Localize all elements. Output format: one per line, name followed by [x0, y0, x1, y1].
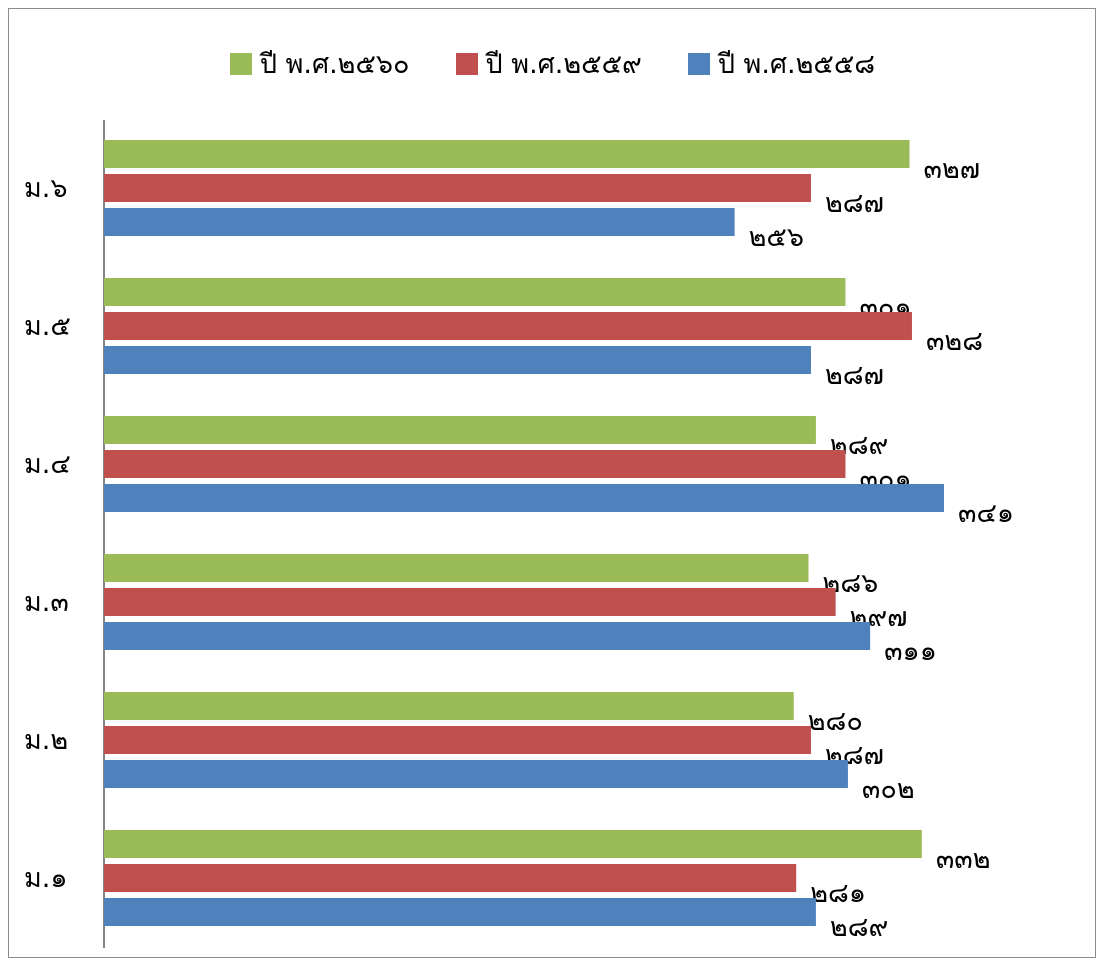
data-label: ๓๐๒: [862, 774, 915, 805]
legend-swatch-2559: [455, 52, 478, 75]
bar: [104, 140, 910, 168]
legend-item-2558: ปี พ.ศ.๒๕๕๘: [687, 42, 876, 85]
data-label: ๓๔๑: [958, 498, 1014, 529]
legend-item-2559: ปี พ.ศ.๒๕๕๙: [455, 42, 642, 85]
bar: [104, 278, 846, 306]
legend-swatch-2558: [687, 52, 710, 75]
category-label: ม.๕: [24, 311, 71, 342]
legend-label-2558: ปี พ.ศ.๒๕๕๘: [717, 49, 876, 80]
legend-swatch-2560: [229, 52, 252, 75]
data-label: ๒๘๐: [808, 706, 863, 737]
bar: [104, 484, 944, 512]
bar: [104, 588, 836, 616]
bar: [104, 692, 794, 720]
data-label: ๓๒๗: [924, 154, 981, 185]
data-label: ๒๘๑: [810, 878, 866, 909]
bar: [104, 760, 848, 788]
bar: [104, 554, 809, 582]
chart-legend: ปี พ.ศ.๒๕๖๐ ปี พ.ศ.๒๕๕๙ ปี พ.ศ.๒๕๕๘: [0, 42, 1105, 85]
bar: [104, 174, 811, 202]
data-label: ๓๒๘: [926, 326, 983, 357]
category-label: ม.๒: [24, 725, 68, 756]
legend-label-2560: ปี พ.ศ.๒๕๖๐: [259, 49, 410, 80]
bar: [104, 450, 846, 478]
bar: [104, 898, 816, 926]
bar: [104, 416, 816, 444]
legend-item-2560: ปี พ.ศ.๒๕๖๐: [229, 42, 410, 85]
data-label: ๒๘๗: [825, 360, 884, 391]
data-label: ๓๓๒: [936, 844, 991, 875]
category-label: ม.๔: [24, 449, 71, 480]
bar: [104, 346, 811, 374]
category-label: ม.๑: [24, 863, 68, 894]
category-label: ม.๖: [24, 173, 68, 204]
data-label: ๒๘๗: [825, 188, 884, 219]
bar: [104, 312, 912, 340]
bar: [104, 622, 871, 650]
bar: [104, 830, 922, 858]
bar: [104, 864, 797, 892]
legend-label-2559: ปี พ.ศ.๒๕๕๙: [485, 49, 642, 80]
category-label: ม.๓: [24, 587, 69, 618]
bar: [104, 208, 735, 236]
data-label: ๒๕๖: [749, 222, 804, 253]
bar: [104, 726, 811, 754]
data-label: ๓๑๑: [884, 636, 937, 667]
data-label: ๒๘๙: [830, 912, 888, 943]
